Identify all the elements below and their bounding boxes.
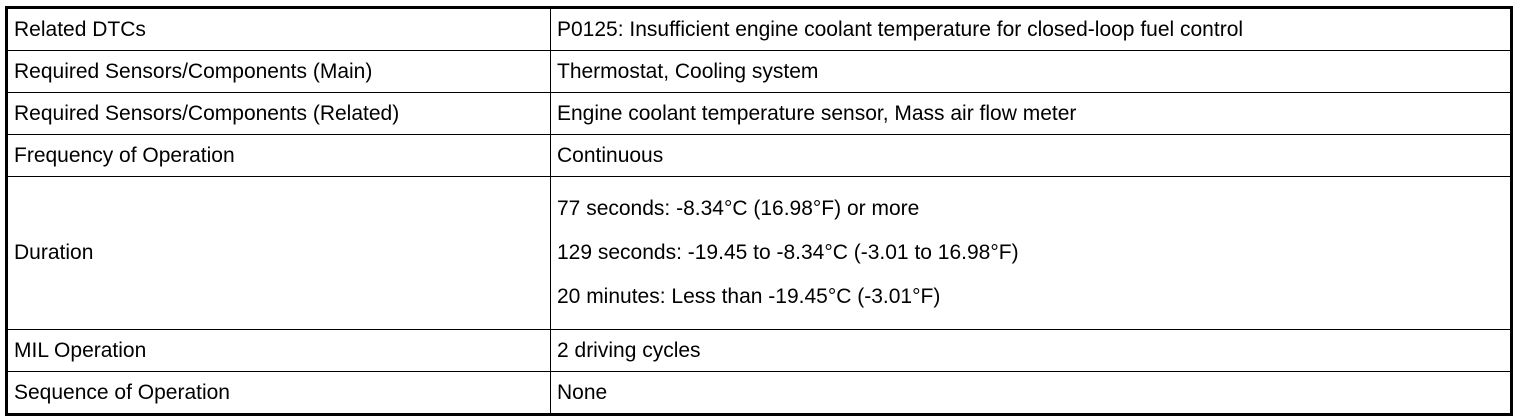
spec-table: Related DTCs P0125: Insufficient engine c… bbox=[5, 6, 1513, 416]
row-label: Related DTCs bbox=[6, 7, 551, 51]
row-value: Thermostat, Cooling system bbox=[550, 50, 1512, 93]
row-value: 2 driving cycles bbox=[550, 329, 1512, 372]
row-value: Continuous bbox=[550, 134, 1512, 177]
table-row: MIL Operation 2 driving cycles bbox=[6, 329, 1512, 372]
row-label: Duration bbox=[6, 176, 551, 330]
row-value: None bbox=[550, 371, 1512, 415]
row-value: Engine coolant temperature sensor, Mass … bbox=[550, 92, 1512, 135]
table-body: Related DTCs P0125: Insufficient engine c… bbox=[6, 7, 1512, 415]
row-value: P0125: Insufficient engine coolant tempe… bbox=[550, 7, 1512, 51]
value-line: 129 seconds: -19.45 to -8.34°C (-3.01 to… bbox=[557, 241, 1019, 264]
row-label: Sequence of Operation bbox=[6, 371, 551, 415]
table-row: Required Sensors/Components (Related) Eng… bbox=[6, 92, 1512, 135]
table-row: Related DTCs P0125: Insufficient engine c… bbox=[6, 7, 1512, 51]
row-label: MIL Operation bbox=[6, 329, 551, 372]
row-label: Required Sensors/Components (Main) bbox=[6, 50, 551, 93]
row-value: 77 seconds: -8.34°C (16.98°F) or more 129… bbox=[550, 176, 1512, 330]
value-line: 20 minutes: Less than -19.45°C (-3.01°F) bbox=[557, 285, 941, 308]
table-row: Sequence of Operation None bbox=[6, 371, 1512, 415]
row-label: Frequency of Operation bbox=[6, 134, 551, 177]
value-line: 77 seconds: -8.34°C (16.98°F) or more bbox=[557, 197, 920, 220]
table-row: Frequency of Operation Continuous bbox=[6, 134, 1512, 177]
table-row: Duration 77 seconds: -8.34°C (16.98°F) or… bbox=[6, 176, 1512, 330]
table-row: Required Sensors/Components (Main) Thermo… bbox=[6, 50, 1512, 93]
row-label: Required Sensors/Components (Related) bbox=[6, 92, 551, 135]
